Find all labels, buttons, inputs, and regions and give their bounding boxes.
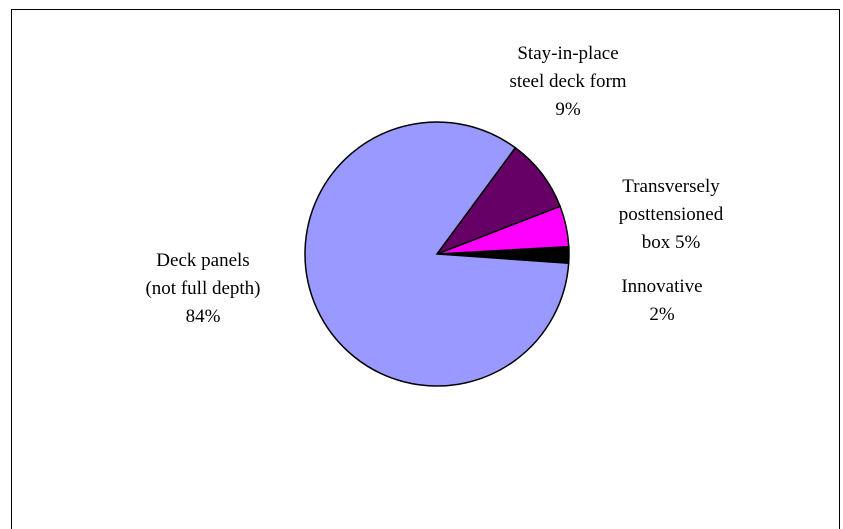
slice-label-line: Transversely <box>622 176 720 197</box>
slice-label-line: box 5% <box>642 232 701 253</box>
pie-slice-0 <box>304 121 570 387</box>
slice-label-line: posttensioned <box>619 204 724 225</box>
slice-label-1: Stay-in-place steel deck form 9% <box>509 43 626 120</box>
slice-label-line: 84% <box>186 306 221 327</box>
slice-label-line: Deck panels <box>156 250 249 271</box>
slice-label-0: Deck panels (not full depth) 84% <box>145 250 260 327</box>
slice-label-line: 2% <box>649 304 675 325</box>
slice-label-line: 9% <box>555 99 581 120</box>
slice-label-3: Innovative 2% <box>621 276 702 325</box>
slice-label-line: steel deck form <box>509 71 626 92</box>
slice-label-line: Stay-in-place <box>517 43 618 64</box>
slice-label-line: Innovative <box>621 276 702 297</box>
slice-label-2: Transversely posttensioned box 5% <box>619 176 724 253</box>
slice-label-line: (not full depth) <box>145 278 260 299</box>
